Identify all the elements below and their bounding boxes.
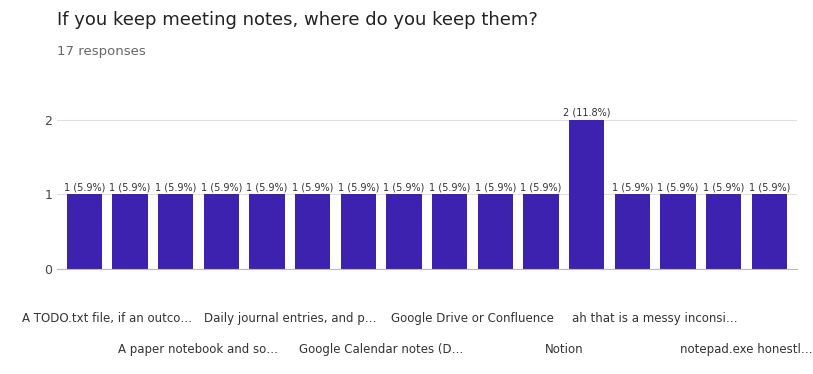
Text: Google Drive or Confluence: Google Drive or Confluence — [391, 312, 554, 325]
Text: 1 (5.9%): 1 (5.9%) — [611, 182, 653, 192]
Text: 17 responses: 17 responses — [57, 45, 146, 58]
Text: 1 (5.9%): 1 (5.9%) — [201, 182, 242, 192]
Text: 1 (5.9%): 1 (5.9%) — [520, 182, 562, 192]
Bar — [524, 194, 559, 269]
Bar — [295, 194, 330, 269]
Text: 1 (5.9%): 1 (5.9%) — [658, 182, 698, 192]
Bar — [386, 194, 422, 269]
Text: 1 (5.9%): 1 (5.9%) — [246, 182, 288, 192]
Text: notepad.exe honestl…: notepad.exe honestl… — [680, 343, 813, 356]
Bar — [67, 194, 102, 269]
Text: 1 (5.9%): 1 (5.9%) — [429, 182, 471, 192]
Bar — [751, 194, 787, 269]
Text: A TODO.txt file, if an outco…: A TODO.txt file, if an outco… — [22, 312, 192, 325]
Bar — [203, 194, 239, 269]
Text: 1 (5.9%): 1 (5.9%) — [63, 182, 105, 192]
Text: 2 (11.8%): 2 (11.8%) — [563, 107, 611, 117]
Text: A paper notebook and so…: A paper notebook and so… — [119, 343, 279, 356]
Text: Google Calendar notes (D…: Google Calendar notes (D… — [299, 343, 463, 356]
Text: ah that is a messy inconsi…: ah that is a messy inconsi… — [572, 312, 738, 325]
Text: 1 (5.9%): 1 (5.9%) — [292, 182, 333, 192]
Text: Daily journal entries, and p…: Daily journal entries, and p… — [203, 312, 376, 325]
Bar — [341, 194, 376, 269]
Bar — [249, 194, 285, 269]
Bar — [569, 120, 605, 269]
Text: 1 (5.9%): 1 (5.9%) — [337, 182, 379, 192]
Text: 1 (5.9%): 1 (5.9%) — [155, 182, 196, 192]
Text: 1 (5.9%): 1 (5.9%) — [749, 182, 790, 192]
Text: 1 (5.9%): 1 (5.9%) — [109, 182, 150, 192]
Bar — [432, 194, 467, 269]
Text: Notion: Notion — [545, 343, 583, 356]
Text: 1 (5.9%): 1 (5.9%) — [703, 182, 745, 192]
Bar — [477, 194, 513, 269]
Bar — [158, 194, 193, 269]
Text: 1 (5.9%): 1 (5.9%) — [475, 182, 516, 192]
Bar — [706, 194, 741, 269]
Text: If you keep meeting notes, where do you keep them?: If you keep meeting notes, where do you … — [57, 11, 537, 29]
Text: 1 (5.9%): 1 (5.9%) — [383, 182, 424, 192]
Bar — [615, 194, 650, 269]
Bar — [660, 194, 696, 269]
Bar — [112, 194, 148, 269]
